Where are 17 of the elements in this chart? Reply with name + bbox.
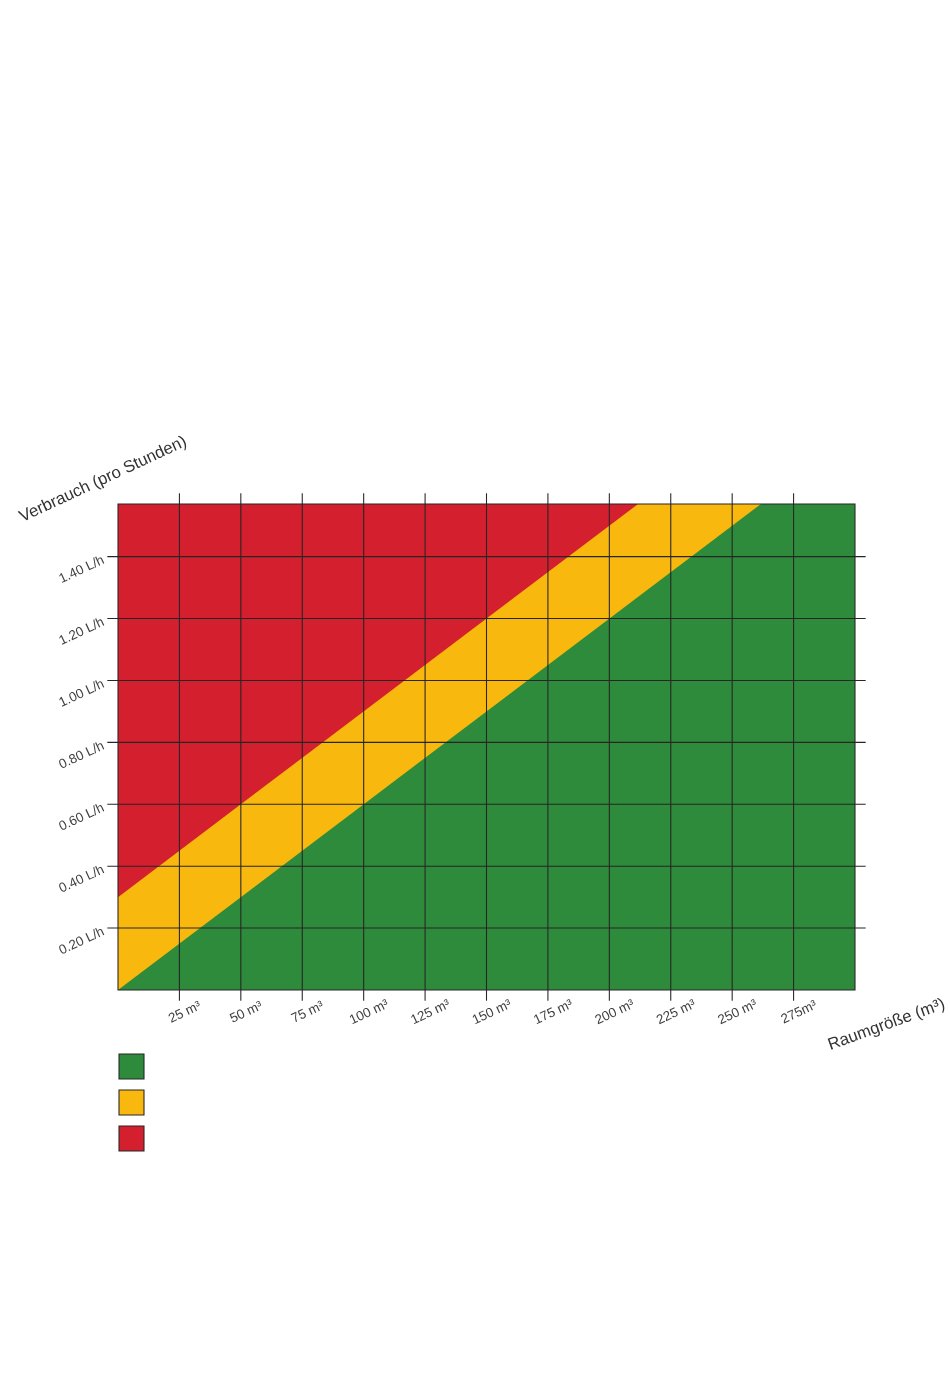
x-tick-label: 175 m³ — [534, 999, 572, 1025]
x-tick-label: 200 m³ — [595, 999, 633, 1025]
y-tick-label: 0.20 L/h — [59, 927, 105, 954]
x-tick-label: 50 m³ — [229, 1000, 262, 1022]
x-tick-label: 250 m³ — [718, 999, 756, 1025]
x-tick-label: 75 m³ — [290, 1000, 323, 1022]
x-tick-label: 125 m³ — [411, 999, 449, 1025]
x-tick-label: 150 m³ — [472, 999, 511, 1025]
y-tick-label: 0.80 L/h — [59, 742, 105, 768]
y-tick-label: 1.20 L/h — [59, 618, 105, 645]
y-tick-label: 0.40 L/h — [59, 865, 105, 892]
y-tick-label: 1.00 L/h — [59, 680, 105, 707]
x-tick-label: 225 m³ — [656, 999, 695, 1025]
x-tick-label: 100 m³ — [349, 999, 388, 1025]
y-tick-label: 1.40 L/h — [59, 556, 105, 583]
y-tick-label: 0.60 L/h — [59, 804, 105, 830]
x-tick-label: 25 m³ — [168, 1000, 200, 1023]
